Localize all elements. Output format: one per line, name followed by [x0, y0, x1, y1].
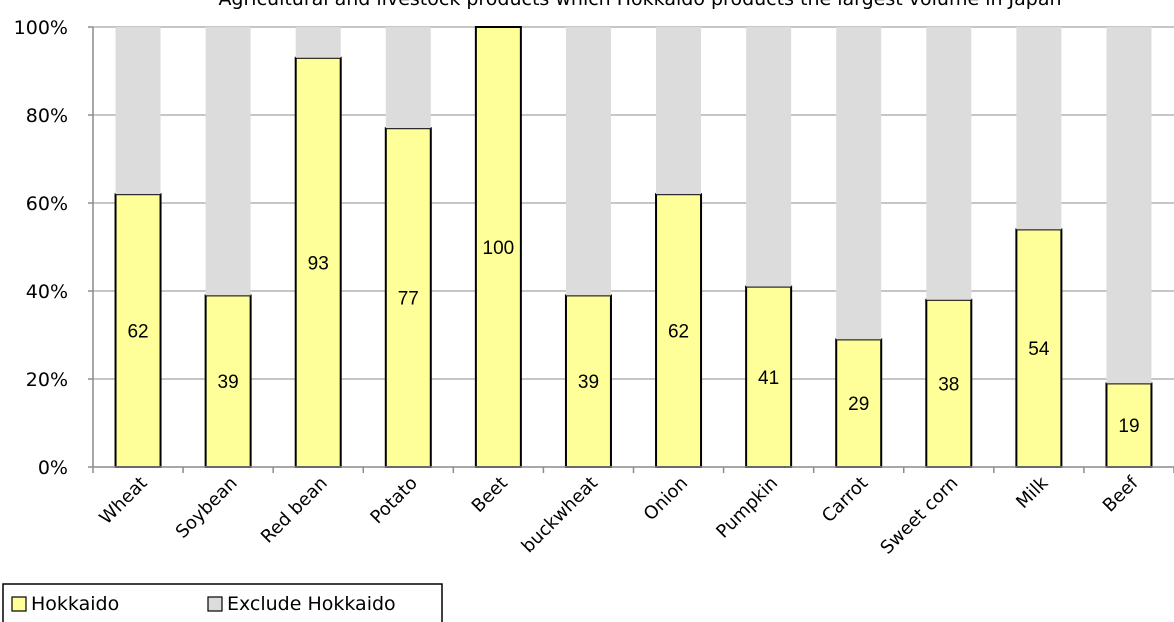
bar-exclude-hokkaido	[295, 27, 341, 58]
x-axis-ticks: Wheat Soybean Red bean Potato Beet buckwheat O…	[95, 472, 1143, 558]
bar-hokkaido	[835, 338, 883, 468]
data-label: 39	[578, 372, 599, 393]
bar-hokkaido	[114, 193, 162, 468]
bar-exclude-hokkaido	[926, 27, 972, 300]
data-label: 77	[398, 289, 419, 310]
data-label: 29	[848, 394, 869, 415]
data-labels: 62 39 93 77 100 39 62 41 29 38 54 19	[127, 238, 1139, 437]
x-tick-label: Onion	[640, 473, 692, 525]
data-label: 38	[938, 374, 959, 395]
legend-swatch-hokkaido	[11, 596, 27, 612]
axes	[88, 26, 1174, 473]
x-tick-label: buckwheat	[518, 473, 602, 557]
data-label: 93	[308, 253, 329, 274]
legend-label-hokkaido: Hokkaido	[31, 593, 119, 615]
bar-exclude-hokkaido	[746, 27, 792, 287]
y-tick-label: 60%	[26, 193, 68, 215]
x-tick-label: Beef	[1099, 472, 1143, 516]
y-tick-label: 100%	[14, 17, 68, 39]
x-tick-label: Potato	[366, 473, 421, 528]
x-tick-label: Milk	[1012, 472, 1053, 513]
x-tick-label: Red bean	[257, 473, 332, 548]
data-label: 100	[483, 238, 515, 259]
y-tick-label: 40%	[26, 281, 68, 303]
bar-exclude-hokkaido	[656, 27, 702, 195]
x-tick-label: Carrot	[818, 473, 872, 527]
legend-swatch-exclude-hokkaido	[207, 596, 223, 612]
x-tick-label: Soybean	[172, 473, 242, 543]
bar-hokkaido	[925, 298, 973, 468]
data-label: 62	[127, 322, 148, 343]
bar-exclude-hokkaido	[205, 27, 251, 296]
x-tick-label: Pumpkin	[712, 473, 782, 543]
y-tick-label: 0%	[38, 457, 68, 479]
bar-exclude-hokkaido	[115, 27, 161, 195]
data-label: 39	[218, 372, 239, 393]
bar-exclude-hokkaido	[385, 27, 431, 129]
data-label: 62	[668, 322, 689, 343]
x-tick-label: Beet	[468, 473, 512, 517]
x-tick-label: Sweet corn	[876, 473, 962, 559]
bar-exclude-hokkaido	[1106, 27, 1152, 384]
chart-title: Agricultural and livestock products whic…	[218, 0, 1061, 10]
bar-hokkaido	[1105, 382, 1153, 468]
y-tick-label: 20%	[26, 369, 68, 391]
data-label: 54	[1028, 339, 1050, 360]
legend: Hokkaido Exclude Hokkaido	[2, 583, 443, 622]
bar-exclude-hokkaido	[1016, 27, 1062, 230]
gridlines	[93, 26, 1174, 380]
y-tick-label: 80%	[26, 105, 68, 127]
bars	[114, 26, 1153, 469]
bar-hokkaido	[745, 285, 793, 468]
y-axis-ticks: 0% 20% 40% 60% 80% 100%	[14, 17, 68, 479]
bar-exclude-hokkaido	[836, 27, 882, 340]
bar-hokkaido	[474, 26, 522, 468]
legend-label-exclude-hokkaido: Exclude Hokkaido	[227, 593, 396, 615]
data-label: 41	[758, 368, 779, 389]
x-tick-label: Wheat	[95, 473, 151, 529]
data-label: 19	[1118, 416, 1139, 437]
bar-exclude-hokkaido	[565, 27, 611, 296]
